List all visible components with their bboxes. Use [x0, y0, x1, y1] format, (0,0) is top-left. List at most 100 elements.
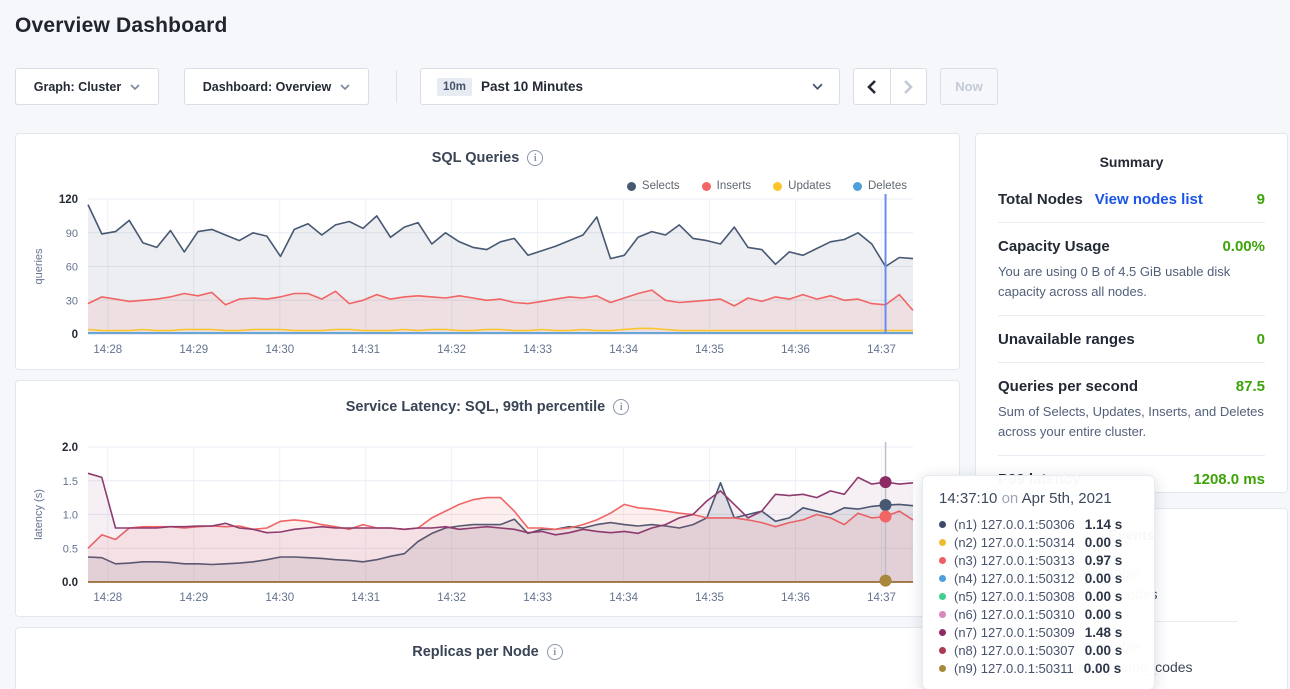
summary-label: Unavailable ranges	[998, 331, 1135, 348]
svg-text:14:28: 14:28	[93, 592, 122, 604]
dashboard-dropdown[interactable]: Dashboard: Overview	[184, 68, 369, 105]
svg-text:14:36: 14:36	[781, 592, 810, 604]
page-title: Overview Dashboard	[15, 14, 228, 38]
legend-dot	[853, 182, 862, 191]
tooltip-node-row: (n2) 127.0.0.1:503140.00 s	[939, 533, 1138, 551]
summary-value: 0.00%	[1222, 238, 1265, 255]
summary-value: 0	[1257, 331, 1265, 348]
node-address: (n3) 127.0.0.1:50313	[954, 553, 1075, 568]
node-latency-value: 0.00 s	[1085, 643, 1123, 658]
sql-latency-chart[interactable]: 14:2814:2914:3014:3114:3214:3314:3414:35…	[26, 439, 951, 609]
svg-text:14:32: 14:32	[437, 344, 466, 356]
node-latency-value: 0.97 s	[1085, 553, 1123, 568]
svg-text:14:36: 14:36	[781, 344, 810, 356]
node-color-dot	[939, 521, 946, 528]
svg-text:14:29: 14:29	[179, 592, 208, 604]
node-address: (n9) 127.0.0.1:50311	[954, 661, 1074, 676]
svg-text:1.0: 1.0	[63, 510, 78, 522]
summary-desc: You are using 0 B of 4.5 GiB usable disk…	[998, 262, 1265, 301]
svg-text:2.0: 2.0	[62, 442, 78, 454]
summary-value: 1208.0 ms	[1193, 471, 1265, 488]
node-color-dot	[939, 557, 946, 564]
node-latency-value: 0.00 s	[1085, 571, 1123, 586]
time-range-label: Past 10 Minutes	[481, 79, 583, 94]
node-color-dot	[939, 629, 946, 636]
node-address: (n8) 127.0.0.1:50307	[954, 643, 1075, 658]
info-icon[interactable]: i	[527, 150, 543, 166]
chart-title: Replicas per Node	[412, 644, 539, 660]
summary-value: 87.5	[1236, 378, 1265, 395]
svg-text:queries: queries	[33, 248, 45, 285]
node-address: (n4) 127.0.0.1:50312	[954, 571, 1075, 586]
tooltip-rows: (n1) 127.0.0.1:50306 1.14 s(n2) 127.0.0.1…	[939, 515, 1138, 677]
node-color-dot	[939, 647, 946, 654]
summary-row-qps: Queries per second 87.5 Sum of Selects, …	[998, 363, 1265, 456]
chart-title-row: Replicas per Node i	[16, 628, 959, 660]
svg-text:0.5: 0.5	[63, 543, 78, 555]
time-next-button[interactable]	[890, 69, 927, 104]
svg-text:14:35: 14:35	[695, 344, 724, 356]
node-latency-value: 0.00 s	[1084, 661, 1122, 676]
toolbar-divider	[396, 70, 397, 103]
time-range-badge: 10m	[437, 78, 472, 96]
svg-text:0.0: 0.0	[62, 577, 78, 589]
svg-text:14:37: 14:37	[867, 592, 896, 604]
legend-dot	[702, 182, 711, 191]
tooltip-node-row: (n3) 127.0.0.1:50313 0.97 s	[939, 551, 1138, 569]
svg-text:14:30: 14:30	[265, 592, 294, 604]
tooltip-timestamp: 14:37:10 on Apr 5th, 2021	[939, 490, 1138, 507]
svg-text:14:33: 14:33	[523, 592, 552, 604]
node-color-dot	[939, 665, 946, 672]
tooltip-node-row: (n1) 127.0.0.1:50306 1.14 s	[939, 515, 1138, 533]
sql-latency-card: Service Latency: SQL, 99th percentile i …	[15, 380, 960, 617]
svg-text:30: 30	[66, 295, 78, 307]
node-color-dot	[939, 593, 946, 600]
tooltip-node-row: (n6) 127.0.0.1:50310 0.00 s	[939, 605, 1138, 623]
svg-text:14:35: 14:35	[695, 592, 724, 604]
svg-text:1.5: 1.5	[63, 476, 78, 488]
svg-text:14:32: 14:32	[437, 592, 466, 604]
chart-title: Service Latency: SQL, 99th percentile	[346, 399, 606, 415]
chevron-left-icon	[866, 79, 877, 95]
svg-text:120: 120	[59, 194, 78, 206]
svg-text:14:31: 14:31	[351, 344, 380, 356]
node-color-dot	[939, 539, 946, 546]
view-nodes-list-link[interactable]: View nodes list	[1095, 191, 1203, 208]
graph-dropdown[interactable]: Graph: Cluster	[15, 68, 159, 105]
node-address: (n7) 127.0.0.1:50309	[954, 625, 1075, 640]
chart-title: SQL Queries	[432, 150, 520, 166]
sql-queries-card: SQL Queries i SelectsInsertsUpdatesDelet…	[15, 133, 960, 370]
svg-text:0: 0	[72, 329, 78, 341]
node-latency-value: 0.00 s	[1085, 607, 1123, 622]
node-latency-value: 1.14 s	[1085, 517, 1123, 532]
now-button[interactable]: Now	[940, 68, 998, 105]
time-prev-button[interactable]	[854, 69, 890, 104]
svg-text:60: 60	[66, 262, 78, 274]
svg-text:14:33: 14:33	[523, 344, 552, 356]
svg-text:14:37: 14:37	[867, 344, 896, 356]
tooltip-node-row: (n5) 127.0.0.1:503080.00 s	[939, 587, 1138, 605]
node-latency-value: 0.00 s	[1085, 589, 1123, 604]
chart-hover-tooltip: 14:37:10 on Apr 5th, 2021 (n1) 127.0.0.1…	[922, 475, 1155, 689]
summary-label: Queries per second	[998, 378, 1138, 395]
summary-row-unavailable-ranges: Unavailable ranges 0	[998, 316, 1265, 363]
summary-panel: Summary Total Nodes View nodes list 9 Ca…	[975, 133, 1288, 493]
time-range-dropdown[interactable]: 10m Past 10 Minutes	[420, 68, 840, 105]
tooltip-node-row: (n9) 127.0.0.1:50311 0.00 s	[939, 659, 1138, 677]
summary-value: 9	[1257, 191, 1265, 208]
info-icon[interactable]: i	[613, 399, 629, 415]
chart-title-row: Service Latency: SQL, 99th percentile i	[16, 381, 959, 415]
info-icon[interactable]: i	[547, 644, 563, 660]
node-address: (n6) 127.0.0.1:50310	[954, 607, 1075, 622]
replicas-per-node-card: Replicas per Node i	[15, 627, 960, 689]
svg-text:14:34: 14:34	[609, 592, 638, 604]
node-address: (n1) 127.0.0.1:50306	[954, 517, 1075, 532]
tooltip-node-row: (n7) 127.0.0.1:503091.48 s	[939, 623, 1138, 641]
sql-queries-chart[interactable]: 14:2814:2914:3014:3114:3214:3314:3414:35…	[26, 191, 951, 361]
summary-row-total-nodes: Total Nodes View nodes list 9	[998, 176, 1265, 223]
svg-text:90: 90	[66, 228, 78, 240]
summary-desc: Sum of Selects, Updates, Inserts, and De…	[998, 402, 1265, 441]
time-shift-group	[853, 68, 927, 105]
chevron-down-icon	[812, 83, 823, 90]
tooltip-node-row: (n4) 127.0.0.1:50312 0.00 s	[939, 569, 1138, 587]
